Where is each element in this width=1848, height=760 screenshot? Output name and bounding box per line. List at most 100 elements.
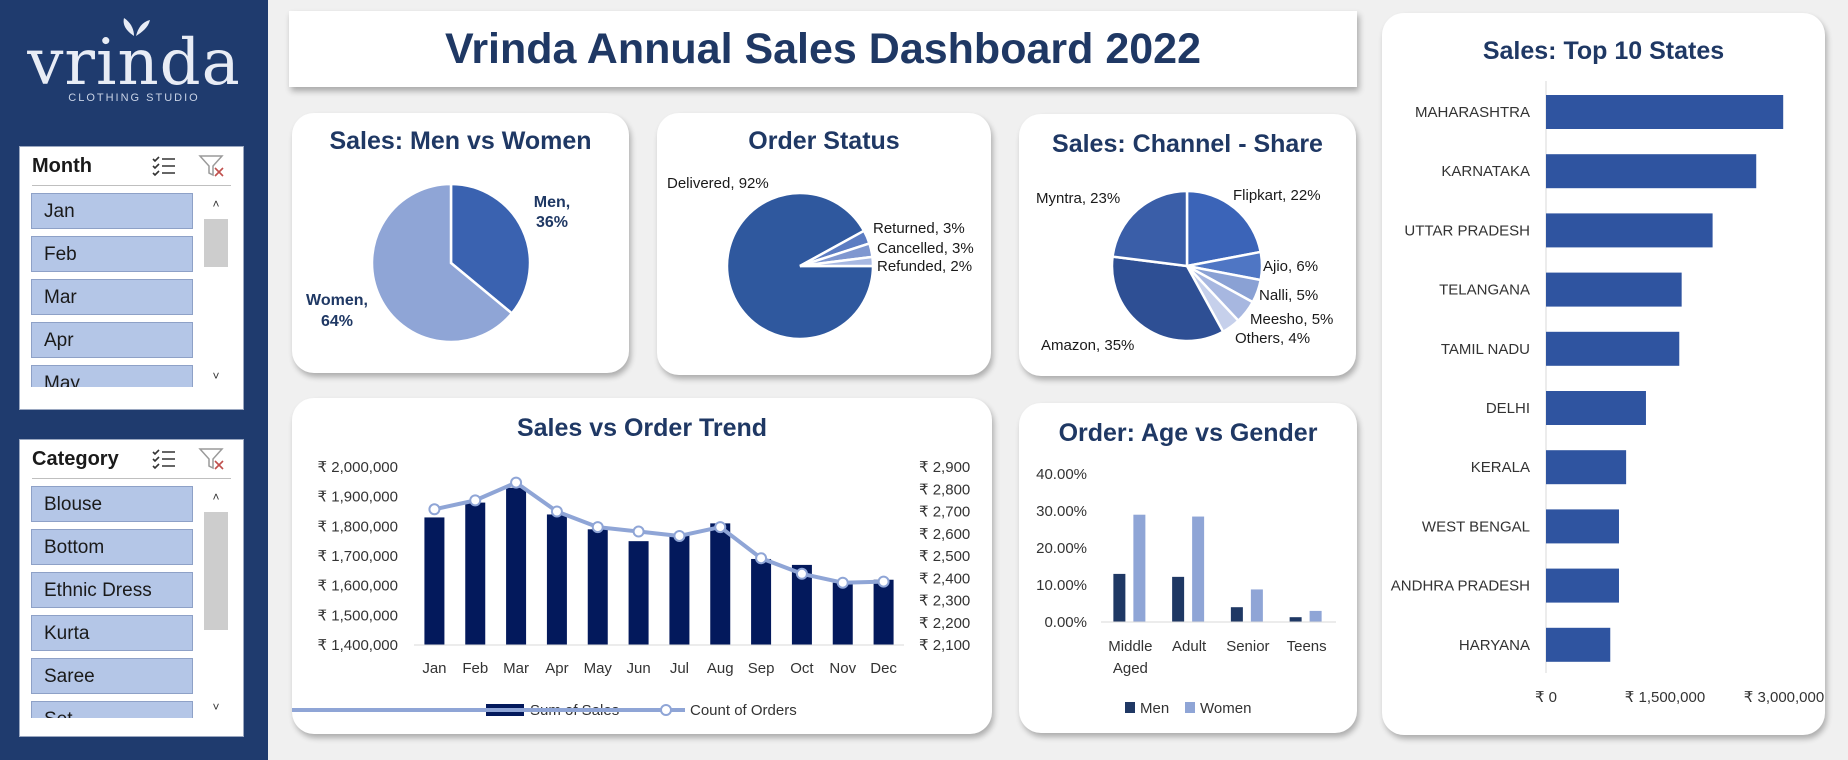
bar-women	[1133, 514, 1146, 622]
brand-name: vrinda	[27, 26, 241, 100]
bar-sales	[465, 502, 486, 645]
month-slicer: Month Jan Feb Mar Apr May ˄ ˅	[19, 146, 244, 410]
y-tick-label: ₹ 1,400,000	[318, 637, 398, 654]
pie-label-returned: Returned, 3%	[873, 220, 965, 237]
bar-state	[1546, 154, 1757, 189]
clear-filter-icon[interactable]	[198, 153, 226, 179]
slicer-item-ethnic-dress[interactable]: Ethnic Dress	[31, 572, 193, 608]
y-tick-label: 30.00%	[1036, 503, 1087, 520]
chevron-up-icon[interactable]: ˄	[212, 490, 220, 504]
bar-sales	[506, 487, 527, 645]
legend-swatch-men	[1125, 702, 1135, 713]
scroll-thumb[interactable]	[204, 219, 228, 267]
bar-state	[1546, 95, 1784, 129]
pie-label-amazon: Amazon, 35%	[1041, 337, 1134, 354]
slicer-item-jan[interactable]: Jan	[31, 193, 193, 229]
pie-slice-myntra	[1111, 189, 1189, 268]
point-orders	[469, 494, 482, 507]
x-tick-label: Senior	[1226, 638, 1269, 655]
bar-state	[1546, 450, 1627, 485]
slicer-scrollbar[interactable]: ˄ ˅	[203, 193, 229, 387]
pie-slice-women	[370, 182, 514, 344]
slicer-item-saree[interactable]: Saree	[31, 658, 193, 694]
slicer-item-mar[interactable]: Mar	[31, 279, 193, 315]
y-tick-label: 40.00%	[1036, 466, 1087, 483]
slicer-item-kurta[interactable]: Kurta	[31, 615, 193, 651]
pie-slice-delivered	[725, 191, 875, 341]
y2-tick-label: ₹ 2,600	[919, 526, 970, 543]
scroll-thumb[interactable]	[204, 512, 228, 630]
pie-label-refunded: Refunded, 2%	[877, 258, 972, 275]
sales-order-trend-card: Sales vs Order Trend ₹ 2,000,000 ₹ 1,900,…	[292, 398, 992, 734]
slicer-item-blouse[interactable]: Blouse	[31, 486, 193, 522]
pie-label-others: Others, 4%	[1235, 330, 1310, 347]
x-tick-label: Jan	[422, 660, 446, 677]
y-tick-label: ₹ 1,500,000	[318, 607, 398, 624]
slicer-scrollbar[interactable]: ˄ ˅	[203, 486, 229, 718]
pie-slice-men	[449, 182, 532, 316]
chevron-down-icon[interactable]: ˅	[212, 369, 220, 383]
title-banner: Vrinda Annual Sales Dashboard 2022	[289, 11, 1357, 87]
bar-women	[1192, 516, 1205, 622]
chart-title: Sales: Channel - Share	[1052, 130, 1323, 158]
chart-title: Order: Age vs Gender	[1058, 419, 1318, 447]
y2-tick-label: ₹ 2,900	[919, 459, 970, 476]
point-orders	[877, 575, 890, 588]
bar-women	[1250, 589, 1263, 622]
slicer-item-may[interactable]: May	[31, 365, 193, 387]
page-title: Vrinda Annual Sales Dashboard 2022	[445, 25, 1201, 73]
y-tick-label: ₹ 1,700,000	[318, 548, 398, 565]
top-states-card: Sales: Top 10 States MAHARASHTRA KARNATAK…	[1382, 13, 1825, 735]
slicer-items-month: Jan Feb Mar Apr May	[31, 193, 197, 387]
pie-label-meesho: Meesho, 5%	[1250, 311, 1333, 328]
slicer-item-feb[interactable]: Feb	[31, 236, 193, 272]
order-status-pie: Delivered, 92% Returned, 3% Cancelled, 3…	[667, 175, 974, 341]
slicer-item-set[interactable]: Set	[31, 701, 193, 718]
multi-select-icon[interactable]	[151, 448, 177, 470]
y-tick-label: ₹ 1,600,000	[318, 578, 398, 595]
y-tick-label: ₹ 1,900,000	[318, 489, 398, 506]
chevron-up-icon[interactable]: ˄	[212, 197, 220, 211]
top-states-chart: MAHARASHTRA KARNATAKA UTTAR PRADESH TELANGA…	[1391, 81, 1824, 706]
age-gender-chart: 40.00% 30.00% 20.00% 10.00% 0.00% Middle Aged…	[1036, 466, 1336, 717]
chevron-down-icon[interactable]: ˅	[212, 700, 220, 714]
sales-order-trend-chart: ₹ 2,000,000 ₹ 1,900,000 ₹ 1,800,000 ₹ 1,700…	[292, 459, 970, 719]
slicer-item-bottom[interactable]: Bottom	[31, 529, 193, 565]
legend-label-women: Women	[1200, 700, 1251, 717]
bar-men	[1113, 573, 1126, 622]
y-tick-label: 10.00%	[1036, 577, 1087, 594]
x-tick-label: Middle	[1108, 638, 1152, 655]
x-tick-label: Aged	[1113, 660, 1148, 677]
multi-select-icon[interactable]	[151, 155, 177, 177]
y-tick-label: ANDHRA PRADESH	[1391, 578, 1530, 595]
legend-swatch-women	[1185, 702, 1195, 713]
x-tick-label: ₹ 0	[1535, 689, 1557, 706]
pie-label-women: Women,	[306, 292, 368, 309]
pie-label-men-pct: 36%	[536, 214, 568, 231]
point-orders	[550, 505, 563, 518]
y2-tick-label: ₹ 2,300	[919, 593, 970, 610]
point-orders	[428, 503, 441, 516]
x-tick-label: May	[584, 660, 613, 677]
bar-state	[1546, 331, 1680, 366]
bar-state	[1546, 627, 1611, 662]
slicer-item-apr[interactable]: Apr	[31, 322, 193, 358]
order-status-card: Order Status Delivered, 92% Returned, 3%…	[657, 113, 991, 375]
y-tick-label: ₹ 2,000,000	[318, 459, 398, 476]
pie-label-men: Men,	[534, 194, 570, 211]
brand-logo: vrinda CLOTHING STUDIO	[0, 10, 268, 110]
clear-filter-icon[interactable]	[198, 446, 226, 472]
legend-label-orders: Count of Orders	[690, 702, 797, 719]
x-tick-label: Mar	[503, 660, 529, 677]
y-tick-label: UTTAR PRADESH	[1404, 222, 1530, 239]
pie-label-delivered: Delivered, 92%	[667, 175, 769, 192]
pie-label-nalli: Nalli, 5%	[1259, 287, 1318, 304]
point-orders	[714, 521, 727, 534]
slicer-title-category: Category	[32, 448, 119, 470]
point-orders	[591, 521, 604, 534]
category-slicer: Category Blouse Bottom Ethnic Dress Kurt…	[19, 439, 244, 737]
point-orders	[755, 552, 768, 565]
pie-slice-flipkart	[1185, 189, 1263, 268]
bar-sales	[710, 523, 731, 645]
sidebar: vrinda CLOTHING STUDIO Month Jan Feb Mar…	[0, 0, 268, 760]
